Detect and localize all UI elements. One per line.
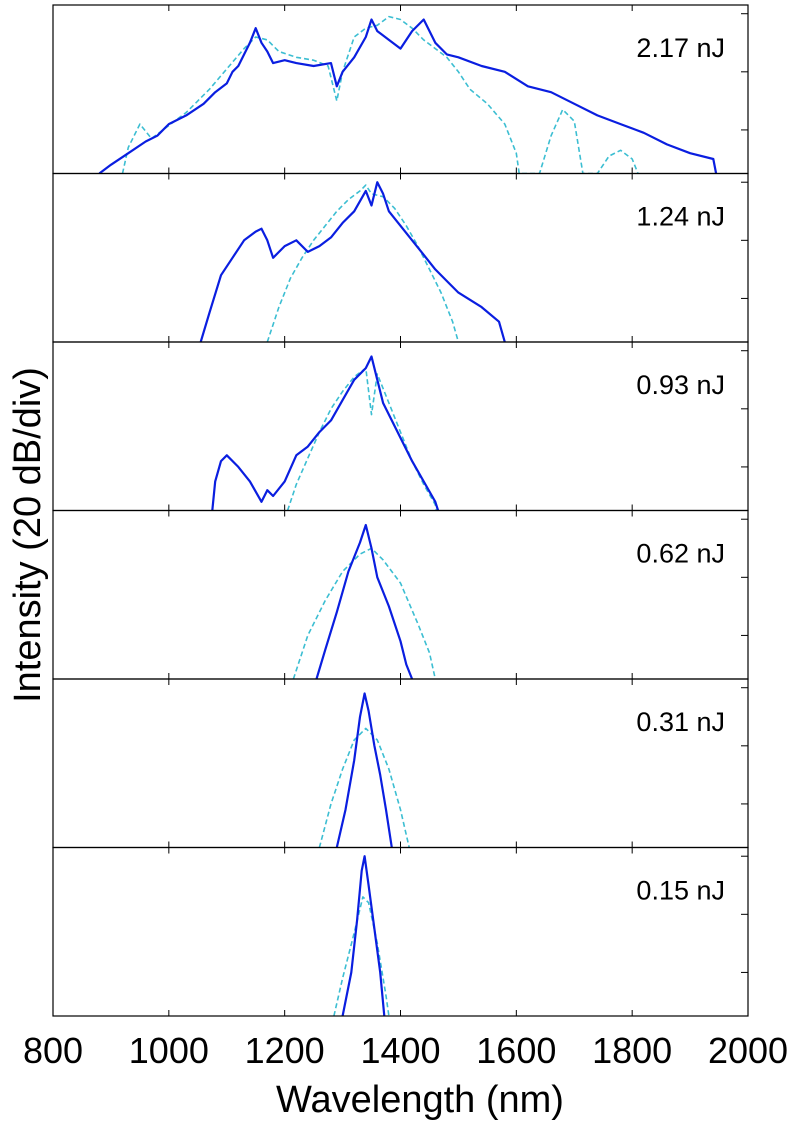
x-tick-label: 1000 — [129, 1030, 209, 1071]
panel-energy-label: 0.93 nJ — [636, 370, 725, 400]
series-line-measured — [335, 692, 393, 848]
panel-frame — [52, 846, 749, 1017]
x-tick-label: 800 — [23, 1030, 83, 1071]
x-tick-label: 2000 — [708, 1030, 788, 1071]
series-line-measured — [315, 523, 414, 679]
series-line-measured — [211, 355, 440, 511]
panel-frame — [52, 509, 749, 680]
panel-frame — [52, 172, 749, 343]
panel-3: 0.93 nJ — [52, 341, 749, 512]
series-line-simulated — [121, 15, 639, 174]
series-line-simulated — [318, 727, 410, 848]
panel-4: 0.62 nJ — [52, 509, 749, 680]
series-line-simulated — [292, 547, 437, 679]
panels-group: 2.17 nJ 1.24 nJ 0.93 nJ 0.62 nJ 0.31 nJ 0.15 … — [52, 4, 749, 1017]
panel-frame — [52, 341, 749, 512]
panel-6: 0.15 nJ — [52, 846, 749, 1017]
x-tick-label: 1400 — [360, 1030, 440, 1071]
panel-energy-label: 2.17 nJ — [636, 33, 725, 63]
panel-2: 1.24 nJ — [52, 172, 749, 343]
panel-energy-label: 0.31 nJ — [636, 707, 725, 737]
series-line-simulated — [286, 367, 438, 511]
panel-frame — [52, 678, 749, 849]
panel-5: 0.31 nJ — [52, 678, 749, 849]
x-tick-label: 1600 — [476, 1030, 556, 1071]
x-tick-labels: 800 1000 1200 1400 1600 1800 2000 — [23, 1030, 788, 1071]
panel-1: 2.17 nJ — [52, 4, 749, 175]
panel-frame — [52, 4, 749, 175]
series-line-measured — [98, 18, 718, 174]
panel-energy-label: 0.62 nJ — [636, 539, 725, 569]
series-line-measured — [199, 181, 506, 342]
x-tick-label: 1800 — [592, 1030, 672, 1071]
x-axis-label: Wavelength (nm) — [276, 1079, 564, 1121]
series-line-measured — [341, 855, 386, 1016]
panel-energy-label: 1.24 nJ — [636, 202, 725, 232]
series-line-simulated — [333, 896, 390, 1016]
x-tick-label: 1200 — [245, 1030, 325, 1071]
y-axis-label: Intensity (20 dB/div) — [7, 367, 49, 703]
panel-energy-label: 0.15 nJ — [636, 876, 725, 906]
series-line-simulated — [266, 184, 460, 342]
